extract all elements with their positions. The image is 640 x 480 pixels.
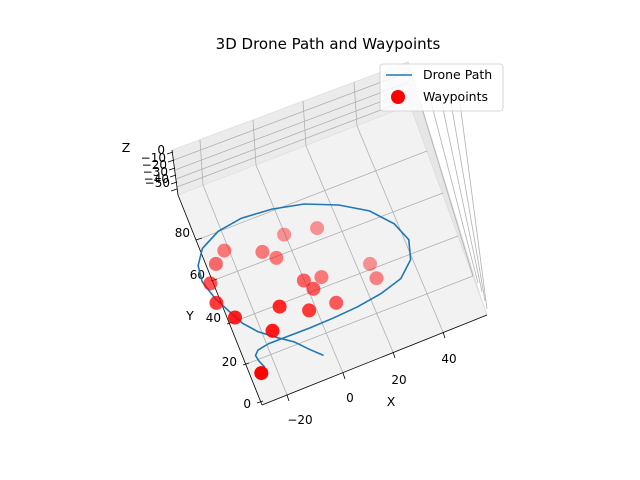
x-tick-label: 40 (441, 352, 456, 366)
chart-title: 3D Drone Path and Waypoints (216, 35, 441, 53)
y-tick-label: 20 (222, 355, 237, 369)
legend-marker-swatch (391, 90, 405, 104)
legend: Drone Path Waypoints (379, 63, 504, 112)
back-grid-h3 (175, 90, 410, 180)
waypoint-marker (217, 243, 232, 258)
y-tick-label: 40 (206, 311, 221, 325)
z-tick-30 (169, 174, 177, 178)
waypoint-marker (254, 366, 269, 381)
z-axis-label: Z (122, 140, 131, 155)
waypoint-marker (269, 250, 284, 265)
side-grid-1 (419, 101, 474, 277)
waypoint-marker (314, 270, 329, 285)
tick-labels: −20 0 20 40 0 20 40 60 80 0 −10 −20 −30 … (141, 143, 457, 427)
side-grid-5 (457, 87, 488, 310)
x-axis-label: X (387, 394, 396, 409)
floor-grid-y-40 (232, 235, 459, 323)
floor-grid-y-80 (201, 150, 428, 239)
floor-grid-x-0 (255, 164, 344, 374)
waypoint-marker (310, 221, 325, 236)
z-tick-label: −10 (141, 151, 166, 165)
legend-entry-waypoints: Waypoints (423, 89, 488, 104)
waypoint-marker (255, 244, 270, 259)
pane-walls (171, 61, 488, 406)
waypoint-marker (369, 271, 384, 286)
waypoint-marker (228, 310, 242, 325)
waypoint-marker (209, 295, 224, 310)
z-tick-label: −30 (143, 165, 168, 179)
waypoint-marker (296, 273, 311, 288)
waypoint-marker (306, 281, 321, 296)
waypoint-marker (329, 295, 344, 310)
waypoint-marker (265, 323, 280, 338)
y-axis-label: Y (185, 308, 194, 323)
side-grid-3 (439, 94, 483, 293)
side-grid-2 (429, 97, 479, 284)
waypoint-marker (363, 256, 377, 271)
y-tick-label: 60 (190, 268, 205, 282)
y-tick-label: 0 (243, 397, 251, 411)
grid (173, 71, 488, 396)
x-tick-neg20 (286, 394, 290, 402)
waypoint-marker (272, 299, 287, 314)
waypoint-marker (208, 256, 223, 271)
y-tick-label: 80 (175, 226, 190, 240)
floor-grid-y-60 (216, 192, 444, 280)
back-grid-v4 (353, 81, 358, 127)
z-tick-0 (166, 151, 174, 155)
z-tick-50 (170, 188, 178, 192)
z-tick-label: −50 (145, 176, 170, 190)
x-tick-label: −20 (287, 413, 312, 427)
back-grid-h4 (176, 98, 411, 188)
floor-grid-x-neg20 (202, 184, 288, 396)
z-axis-line (171, 149, 179, 196)
y-tick-80 (195, 237, 203, 241)
x-tick-label: 20 (391, 373, 406, 387)
back-grid-h1 (173, 71, 409, 161)
z-tick-10 (167, 159, 175, 163)
z-tick-label: 0 (157, 143, 165, 157)
legend-entry-drone-path: Drone Path (423, 67, 492, 82)
side-grid-4 (448, 90, 486, 302)
drone-path-line (197, 203, 412, 368)
plot-area (197, 203, 412, 381)
z-tick-label: −40 (144, 172, 169, 186)
x-axis-line (261, 314, 488, 406)
back-grid-h2 (174, 81, 410, 171)
x-tick-label: 0 (346, 391, 354, 405)
waypoint-marker (277, 227, 292, 242)
z-tick-label: −20 (142, 158, 167, 172)
waypoint-marker (203, 276, 218, 291)
z-tick-20 (168, 167, 176, 171)
x-tick-20 (392, 351, 396, 359)
waypoint-marker (302, 303, 317, 318)
z-tick-40 (170, 181, 178, 185)
x-tick-0 (342, 372, 346, 380)
floor-grid-y-20 (248, 275, 474, 364)
floor-grid-x-20 (305, 145, 394, 353)
x-tick-40 (442, 331, 446, 339)
y-tick-0 (256, 400, 264, 404)
y-tick-20 (242, 362, 250, 366)
